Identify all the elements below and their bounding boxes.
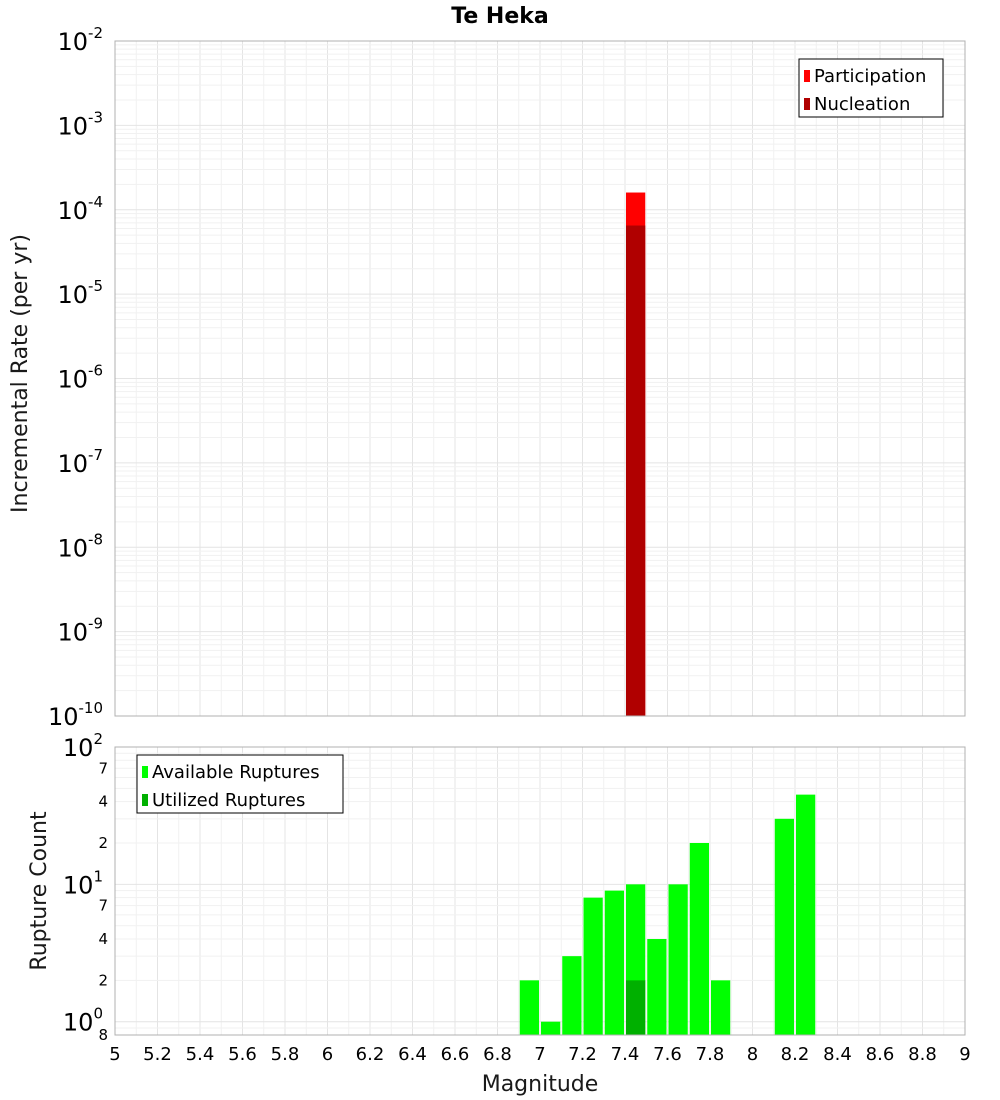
chart-title: Te Heka xyxy=(451,4,548,29)
x-tick-label: 5.8 xyxy=(271,1044,300,1065)
x-tick-label: 7.4 xyxy=(611,1044,640,1065)
y-tick-label: 101 xyxy=(63,867,103,899)
legend-label: Participation xyxy=(814,66,926,87)
bottom-y-axis-label: Rupture Count xyxy=(27,811,52,971)
legend-swatch xyxy=(142,766,148,778)
x-tick-label: 6.6 xyxy=(441,1044,470,1065)
top-grid xyxy=(114,40,966,717)
legend-label: Utilized Ruptures xyxy=(152,790,305,811)
bar-available-ruptures xyxy=(689,843,709,1035)
y-tick-label: 10-3 xyxy=(57,108,103,140)
bottom-plot-frame xyxy=(114,746,966,1036)
top-plot-frame xyxy=(114,40,966,717)
x-tick-label: 5.6 xyxy=(228,1044,257,1065)
x-tick-label: 6.4 xyxy=(398,1044,427,1065)
legend-box xyxy=(798,58,944,118)
x-tick-label: 8.2 xyxy=(781,1044,810,1065)
bottom-bars xyxy=(519,794,816,1035)
y-tick-label: 10-6 xyxy=(57,362,103,394)
y-tick-label: 10-2 xyxy=(57,24,103,56)
x-axis-label: Magnitude xyxy=(482,1072,599,1097)
y-tick-label: 100 xyxy=(63,1005,103,1037)
legend-swatch xyxy=(804,70,810,82)
bar-available-ruptures xyxy=(562,956,582,1035)
legend-box xyxy=(136,754,344,814)
bar-utilized-ruptures xyxy=(626,980,646,1035)
bar-available-ruptures xyxy=(541,1021,561,1035)
bar-available-ruptures xyxy=(711,980,731,1035)
x-tick-label: 7.8 xyxy=(696,1044,725,1065)
bar-available-ruptures xyxy=(668,884,688,1035)
x-tick-label: 6 xyxy=(322,1044,333,1065)
x-tick-label: 7.6 xyxy=(653,1044,682,1065)
y-minor-tick-label: 4 xyxy=(98,930,108,948)
top-legend: Participation Nucleation xyxy=(798,58,944,118)
x-tick-label: 9 xyxy=(959,1044,970,1065)
x-tick-labels: 5 5.2 5.4 5.6 5.8 6 6.2 6.4 6.6 6.8 7 7.2 7.4 7.6 7.8 8… xyxy=(109,1044,970,1065)
bar-available-ruptures xyxy=(774,818,794,1035)
y-tick-label: 10-9 xyxy=(57,615,103,647)
y-minor-tick-label: 2 xyxy=(98,834,108,852)
x-tick-label: 8.6 xyxy=(866,1044,895,1065)
y-tick-label: 10-8 xyxy=(57,530,103,562)
y-minor-tick-label: 2 xyxy=(98,971,108,989)
bar-available-ruptures xyxy=(796,794,816,1035)
x-tick-label: 5.2 xyxy=(143,1044,172,1065)
x-tick-label: 5 xyxy=(109,1044,120,1065)
x-tick-label: 8.4 xyxy=(823,1044,852,1065)
y-minor-tick-label: 8 xyxy=(98,1026,108,1044)
legend-swatch xyxy=(804,98,810,110)
bar-available-ruptures xyxy=(583,897,603,1035)
top-y-axis-label: Incremental Rate (per yr) xyxy=(8,234,33,513)
y-minor-tick-label: 7 xyxy=(98,897,108,915)
x-tick-label: 5.4 xyxy=(186,1044,215,1065)
y-tick-label: 10-10 xyxy=(48,699,103,731)
legend-swatch xyxy=(142,794,148,806)
bottom-y-tick-labels: 100 101 102 8 2 4 7 2 4 7 xyxy=(63,730,108,1044)
legend-label: Available Ruptures xyxy=(152,762,320,783)
y-tick-label: 102 xyxy=(63,730,103,762)
bar-available-ruptures xyxy=(519,980,539,1035)
bar-available-ruptures xyxy=(647,939,667,1035)
top-y-tick-labels: 10-10 10-9 10-8 10-7 10-6 10-5 10-4 10-3 10-2 xyxy=(48,24,103,731)
y-minor-tick-label: 4 xyxy=(98,793,108,811)
bottom-chart-panel: 100 101 102 8 2 4 7 2 4 7 5 5.2 5.4 5.6 5.8 6 6.2 6.4 6.6… xyxy=(27,730,971,1097)
legend-label: Nucleation xyxy=(814,94,910,115)
y-tick-label: 10-7 xyxy=(57,446,103,478)
bar-available-ruptures xyxy=(604,890,624,1035)
y-tick-label: 10-4 xyxy=(57,193,103,225)
y-tick-label: 10-5 xyxy=(57,277,103,309)
x-tick-label: 8.8 xyxy=(908,1044,937,1065)
x-tick-label: 6.8 xyxy=(483,1044,512,1065)
y-minor-tick-label: 7 xyxy=(98,759,108,777)
top-chart-panel: 10-10 10-9 10-8 10-7 10-6 10-5 10-4 10-3 10-2 In… xyxy=(8,24,966,731)
bar-nucleation xyxy=(626,225,646,716)
x-tick-label: 7.2 xyxy=(568,1044,597,1065)
x-tick-label: 8 xyxy=(747,1044,758,1065)
x-tick-label: 6.2 xyxy=(356,1044,385,1065)
x-tick-label: 7 xyxy=(534,1044,545,1065)
bottom-legend: Available Ruptures Utilized Ruptures xyxy=(136,754,344,814)
top-bars xyxy=(626,192,646,717)
